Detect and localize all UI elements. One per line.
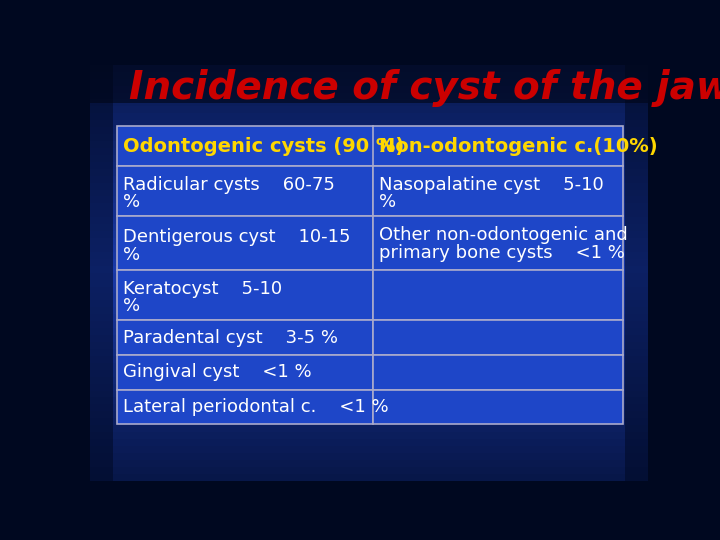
Bar	[117, 166, 373, 217]
Bar	[90, 286, 648, 294]
Bar	[90, 314, 648, 321]
Text: %: %	[123, 298, 140, 315]
Text: Incidence of cyst of the jaws: Incidence of cyst of the jaws	[129, 69, 720, 107]
Bar	[90, 224, 648, 231]
Bar	[90, 147, 648, 155]
Bar	[90, 355, 648, 363]
Bar	[90, 300, 648, 307]
Bar	[90, 189, 648, 197]
Bar	[90, 119, 648, 127]
Text: primary bone cysts    <1 %: primary bone cysts <1 %	[379, 244, 625, 262]
Bar	[90, 438, 648, 446]
Bar	[90, 217, 648, 224]
Bar	[90, 369, 648, 377]
Text: Odontogenic cysts (90 %): Odontogenic cysts (90 %)	[123, 137, 405, 156]
Text: Lateral periodontal c.    <1 %: Lateral periodontal c. <1 %	[123, 398, 389, 416]
Bar	[90, 445, 648, 453]
Text: %: %	[123, 193, 140, 212]
Bar	[373, 320, 624, 355]
Bar	[117, 217, 373, 271]
Bar	[90, 272, 648, 280]
Bar	[90, 410, 648, 418]
Bar	[90, 65, 648, 103]
Bar	[90, 473, 648, 481]
Bar	[90, 397, 648, 404]
Bar	[90, 64, 648, 72]
Bar	[90, 265, 648, 273]
Bar	[90, 210, 648, 217]
Bar	[90, 307, 648, 314]
Bar	[90, 244, 648, 252]
Text: Gingival cyst    <1 %: Gingival cyst <1 %	[123, 363, 312, 381]
Bar	[90, 452, 648, 460]
Bar	[90, 466, 648, 474]
Bar	[90, 237, 648, 245]
Bar	[90, 459, 648, 467]
Bar	[90, 293, 648, 300]
Bar	[90, 182, 648, 190]
Bar	[90, 106, 648, 113]
Bar	[90, 168, 648, 176]
Bar	[90, 161, 648, 168]
Bar	[117, 355, 373, 390]
Bar	[90, 403, 648, 411]
Text: Keratocyst    5-10: Keratocyst 5-10	[123, 280, 282, 299]
Text: %: %	[123, 246, 140, 264]
Text: Radicular cysts    60-75: Radicular cysts 60-75	[123, 177, 336, 194]
Bar	[90, 202, 648, 211]
Bar	[90, 251, 648, 259]
Bar	[90, 320, 648, 328]
Bar	[90, 92, 648, 99]
Bar	[117, 320, 373, 355]
Bar	[90, 140, 648, 148]
Bar	[90, 279, 648, 287]
Bar	[90, 424, 648, 432]
Bar	[90, 341, 648, 349]
Text: Nasopalatine cyst    5-10: Nasopalatine cyst 5-10	[379, 177, 604, 194]
Bar	[373, 271, 624, 320]
Bar	[90, 195, 648, 204]
Bar	[117, 126, 624, 424]
Bar	[90, 431, 648, 439]
Bar	[117, 390, 373, 424]
Bar	[90, 112, 648, 120]
Bar	[90, 258, 648, 266]
Bar	[373, 217, 624, 271]
Bar	[90, 362, 648, 370]
Bar	[90, 154, 648, 162]
Bar	[625, 65, 648, 481]
Bar	[90, 133, 648, 141]
Bar	[90, 126, 648, 134]
Bar	[373, 355, 624, 390]
Bar	[90, 99, 648, 106]
Bar	[90, 175, 648, 183]
Bar	[90, 327, 648, 335]
Text: Other non-odontogenic and: Other non-odontogenic and	[379, 226, 628, 245]
Bar	[117, 271, 373, 320]
Text: %: %	[379, 193, 396, 212]
Bar	[90, 231, 648, 238]
Text: Paradental cyst    3-5 %: Paradental cyst 3-5 %	[123, 329, 338, 347]
Text: Non-odontogenic c.(10%): Non-odontogenic c.(10%)	[379, 137, 657, 156]
Bar	[90, 390, 648, 397]
Bar	[373, 166, 624, 217]
Bar	[117, 126, 624, 166]
Bar	[90, 334, 648, 342]
Bar	[90, 417, 648, 425]
Text: Dentigerous cyst    10-15: Dentigerous cyst 10-15	[123, 228, 351, 246]
Bar	[90, 78, 648, 85]
Bar	[373, 390, 624, 424]
Bar	[90, 71, 648, 79]
Bar	[90, 376, 648, 383]
Bar	[90, 383, 648, 390]
Bar	[90, 65, 113, 481]
Bar	[90, 85, 648, 92]
Bar	[90, 348, 648, 356]
